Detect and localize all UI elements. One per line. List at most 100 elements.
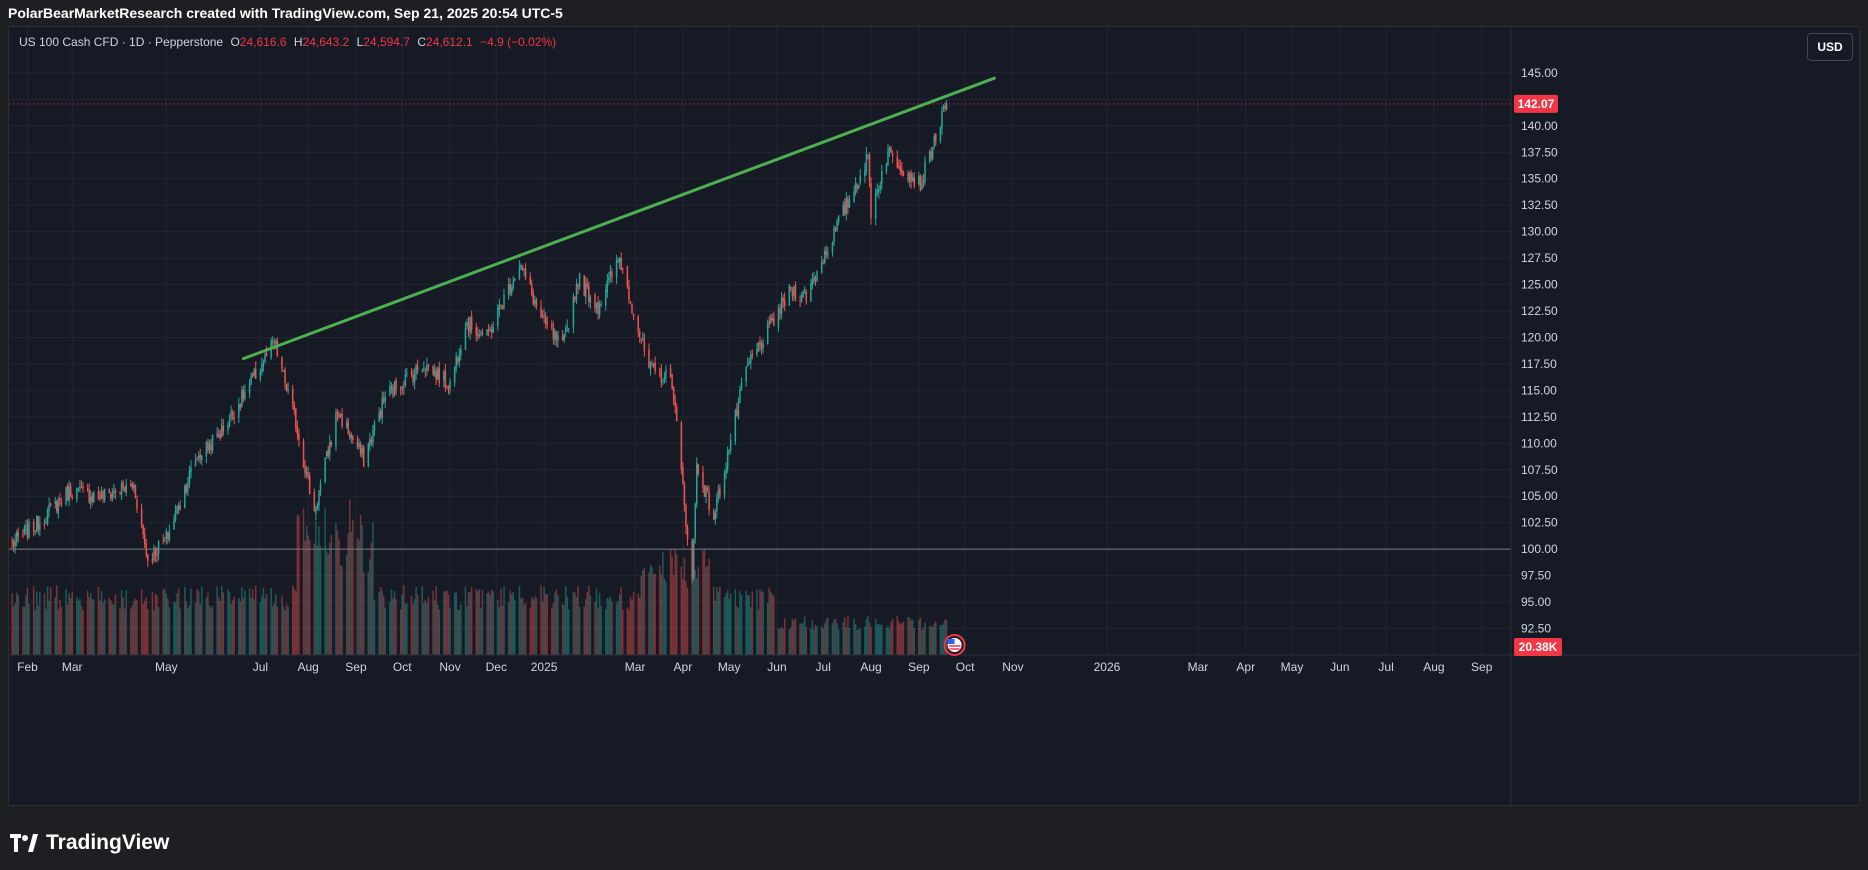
volume-bar (11, 593, 13, 655)
candle-body (382, 399, 385, 401)
volume-bar (794, 618, 797, 655)
candle-body (48, 504, 50, 512)
volume-bar (119, 608, 121, 655)
volume-bar (69, 597, 72, 655)
volume-bar (510, 594, 513, 655)
candle-body (876, 189, 878, 193)
volume-bar (520, 597, 522, 655)
volume-bar (626, 607, 629, 655)
candle-body (273, 342, 275, 344)
candle-body (837, 216, 840, 222)
volume-bar (857, 629, 860, 655)
volume-bar (691, 576, 693, 655)
volume-bar (521, 597, 524, 655)
candle-body (899, 166, 902, 172)
candle-body (77, 488, 80, 490)
symbol-name[interactable]: US 100 Cash CFD · 1D · Pepperstone (19, 35, 224, 49)
candle-body (447, 387, 450, 391)
candle-body (406, 373, 408, 375)
price-tick-label: 112.50 (1521, 410, 1557, 424)
tradingview-logo[interactable]: TradingView (10, 828, 169, 858)
candle-body (745, 366, 747, 382)
time-tick-label: Jun (1330, 660, 1349, 674)
volume-bar (629, 596, 632, 655)
volume-bar (205, 597, 208, 655)
candle-body (638, 331, 641, 338)
candle-body (168, 530, 171, 540)
candle-body (43, 523, 46, 525)
close-label: C (417, 35, 426, 49)
chart-panel[interactable]: 145.00142.50140.00137.50135.00132.50130.… (8, 26, 1861, 807)
candle-body (446, 386, 448, 388)
volume-bar (771, 593, 774, 655)
candle-body (910, 173, 912, 182)
candle-body (424, 370, 427, 372)
volume-bar (219, 601, 222, 655)
volume-bar (578, 606, 581, 655)
candle-body (165, 531, 168, 538)
candle-body (140, 508, 143, 526)
volume-bar (509, 590, 511, 655)
candle-body (611, 271, 613, 278)
candle-body (262, 363, 265, 366)
candle-body (327, 449, 329, 457)
candle-body (737, 401, 740, 418)
volume-bar (373, 599, 376, 655)
candle-body (350, 434, 353, 439)
time-tick-label: Oct (956, 660, 975, 674)
volume-bar (611, 601, 613, 655)
price-tick-label: 102.50 (1521, 516, 1558, 530)
volume-bar (285, 604, 288, 655)
volume-bar (68, 593, 70, 655)
volume-bar (867, 616, 869, 655)
volume-bar (696, 578, 698, 655)
candle-body (413, 373, 416, 384)
volume-bar (329, 542, 331, 655)
volume-bar (719, 586, 721, 655)
open-value: 24,616.6 (239, 35, 287, 49)
candle-body (928, 151, 931, 163)
volume-bar (82, 609, 84, 655)
candle-body (469, 316, 471, 333)
flag-event-icon (943, 634, 966, 656)
volume-bar (487, 591, 490, 655)
candle-body (239, 404, 242, 408)
candle-body (922, 180, 925, 182)
volume-bar (390, 589, 393, 655)
candle-body (392, 387, 394, 396)
volume-bar (737, 608, 740, 655)
candle-body (942, 105, 945, 110)
candle-body (316, 504, 319, 510)
time-tick-label: Apr (1236, 660, 1255, 674)
volume-bar (140, 589, 143, 655)
candle-body (617, 260, 619, 262)
candle-body (663, 376, 666, 380)
candle-body (28, 521, 30, 539)
candle-body (319, 482, 322, 493)
time-tick-label: Mar (1188, 660, 1209, 674)
candle-body (793, 286, 795, 297)
volume-bar (759, 589, 761, 655)
candle-body (244, 391, 246, 399)
candle-body (362, 446, 365, 467)
candle-body (367, 444, 370, 467)
candle-body (874, 192, 877, 219)
volume-bar (210, 608, 212, 655)
volume-bar (881, 624, 883, 655)
candle-body (369, 438, 371, 446)
price-chart[interactable]: 145.00142.50140.00137.50135.00132.50130.… (9, 27, 1861, 807)
candle-body (103, 488, 106, 501)
volume-bar (816, 626, 818, 655)
currency-button[interactable]: USD (1807, 33, 1853, 61)
candle-body (535, 300, 538, 306)
volume-bar (435, 586, 437, 655)
volume-bar (453, 592, 456, 655)
candle-body (674, 400, 676, 407)
tradingview-brand: TradingView (46, 831, 170, 854)
volume-bar (628, 609, 630, 655)
volume-bar (39, 591, 41, 655)
volume-bar (902, 621, 905, 655)
candle-body (32, 521, 35, 532)
candle-body (859, 175, 861, 184)
price-axis: 145.00142.50140.00137.50135.00132.50130.… (1510, 27, 1558, 807)
